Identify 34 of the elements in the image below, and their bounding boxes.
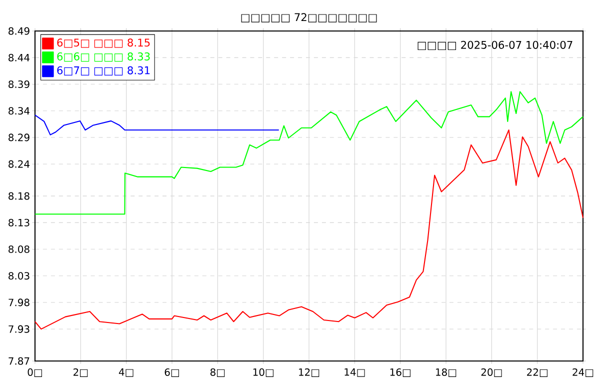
y-tick-label: 7.93 xyxy=(8,325,30,333)
x-tick-label: 20□ xyxy=(481,368,502,377)
y-tick-label: 8.08 xyxy=(8,245,30,253)
y-tick-label: 8.24 xyxy=(8,160,30,168)
legend-label: 6□5□ □□□ 8.15 xyxy=(57,38,150,48)
y-tick-label: 8.44 xyxy=(8,54,30,62)
x-tick-label: 14□ xyxy=(344,368,365,377)
x-tick-label: 8□ xyxy=(210,368,225,377)
x-tick-label: 2□ xyxy=(74,368,88,377)
x-tick-label: 10□ xyxy=(253,368,274,377)
x-tick-label: 18□ xyxy=(436,368,456,377)
y-tick-label: 8.39 xyxy=(8,80,30,88)
annotation: □□□□ 2025-06-07 10:40:07 xyxy=(418,40,572,50)
chart-title: □□□□□ 72□□□□□□□ xyxy=(241,13,377,22)
legend-label: 6□7□ □□□ 8.31 xyxy=(57,66,150,76)
x-tick-label: 4□ xyxy=(118,368,134,377)
y-tick-label: 7.87 xyxy=(8,357,30,365)
y-tick-label: 8.29 xyxy=(8,134,30,142)
x-tick-label: 12□ xyxy=(299,368,320,377)
y-tick-label: 8.34 xyxy=(8,107,30,115)
x-tick-label: 22□ xyxy=(527,368,548,377)
y-tick-label: 8.03 xyxy=(8,272,30,280)
x-tick-label: 24□ xyxy=(572,368,594,377)
y-tick-label: 8.18 xyxy=(8,192,30,200)
legend-label: 6□6□ □□□ 8.33 xyxy=(57,52,150,62)
y-tick-label: 8.13 xyxy=(8,218,30,226)
line-series xyxy=(34,114,280,136)
y-tick-label: 7.98 xyxy=(8,298,30,306)
x-tick-label: 6□ xyxy=(164,368,179,377)
x-tick-label: 0□ xyxy=(28,368,42,377)
line-series xyxy=(34,91,584,215)
y-tick-label: 8.49 xyxy=(8,27,30,35)
x-tick-label: 16□ xyxy=(390,368,410,377)
line-series xyxy=(34,129,584,330)
